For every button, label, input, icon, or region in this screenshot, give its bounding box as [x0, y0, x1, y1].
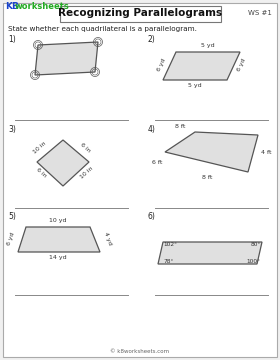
Text: 10 in: 10 in: [79, 166, 94, 180]
Text: WS #1: WS #1: [248, 10, 272, 16]
Text: 6): 6): [148, 212, 156, 221]
Polygon shape: [165, 132, 258, 172]
Text: 102°: 102°: [163, 242, 177, 247]
Text: 78°: 78°: [163, 259, 174, 264]
Text: 10 in: 10 in: [32, 141, 47, 155]
Text: KB: KB: [5, 2, 19, 11]
Text: 8 ft: 8 ft: [202, 175, 212, 180]
Text: 6 in: 6 in: [35, 167, 47, 179]
Text: worksheets: worksheets: [15, 2, 69, 11]
Text: 3): 3): [8, 125, 16, 134]
Text: 4 ft: 4 ft: [261, 150, 272, 156]
Text: Recognizing Parallelograms: Recognizing Parallelograms: [58, 8, 222, 18]
Text: 6 yd: 6 yd: [157, 58, 167, 72]
Text: 5 yd: 5 yd: [201, 43, 215, 48]
Text: 5): 5): [8, 212, 16, 221]
Text: 8 ft: 8 ft: [175, 124, 185, 129]
Text: 10 yd: 10 yd: [49, 218, 67, 223]
Text: 6 yd: 6 yd: [236, 58, 246, 72]
Text: 6 yd: 6 yd: [7, 232, 16, 246]
Text: 6 ft: 6 ft: [152, 159, 162, 165]
Text: 4): 4): [148, 125, 156, 134]
Text: 4 yd: 4 yd: [103, 232, 112, 246]
Polygon shape: [163, 52, 240, 80]
Text: 100°: 100°: [247, 259, 261, 264]
Text: 6 in: 6 in: [79, 142, 91, 154]
Polygon shape: [158, 242, 262, 264]
Text: 2): 2): [148, 35, 156, 44]
Text: 14 yd: 14 yd: [49, 255, 67, 260]
Text: State whether each quadrilateral is a parallelogram.: State whether each quadrilateral is a pa…: [8, 26, 197, 32]
Polygon shape: [18, 227, 100, 252]
Text: © k8worksheets.com: © k8worksheets.com: [110, 349, 170, 354]
Polygon shape: [37, 140, 89, 186]
Text: 1): 1): [8, 35, 16, 44]
Text: 80°: 80°: [251, 242, 261, 247]
FancyBboxPatch shape: [59, 5, 221, 22]
Text: 5 yd: 5 yd: [188, 83, 202, 88]
Polygon shape: [35, 42, 98, 75]
